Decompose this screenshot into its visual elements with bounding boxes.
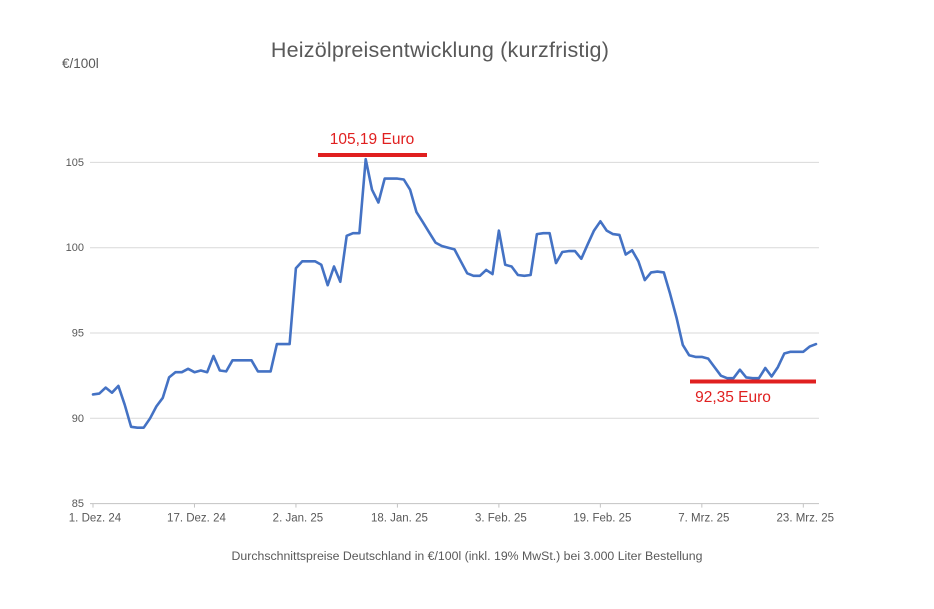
- price-line: [91, 157, 818, 430]
- x-tick-label: 1. Dez. 24: [69, 513, 122, 525]
- x-tick-label: 2. Jan. 25: [273, 513, 324, 525]
- y-tick-label: 100: [66, 242, 84, 254]
- x-tick-label: 23. Mrz. 25: [777, 513, 835, 525]
- min-price-annotation: 92,35 Euro: [695, 389, 771, 406]
- y-tick-label: 105: [66, 157, 84, 169]
- y-tick-label: 85: [72, 498, 84, 510]
- y-tick-label: 95: [72, 328, 84, 340]
- chart-title: Heizölpreisentwicklung (kurzfristig): [270, 38, 610, 62]
- x-tick-label: 7. Mrz. 25: [678, 513, 729, 525]
- max-price-annotation: 105,19 Euro: [329, 131, 415, 148]
- y-tick-label: 90: [72, 413, 84, 425]
- y-axis-unit-label: €/100l: [62, 56, 99, 71]
- x-tick-label: 19. Feb. 25: [573, 513, 631, 525]
- x-tick-label: 18. Jan. 25: [371, 513, 428, 525]
- x-tick-label: 17. Dez. 24: [167, 513, 226, 525]
- chart-caption: Durchschnittspreise Deutschland in €/100…: [231, 549, 703, 563]
- x-tick-label: 3. Feb. 25: [475, 513, 527, 525]
